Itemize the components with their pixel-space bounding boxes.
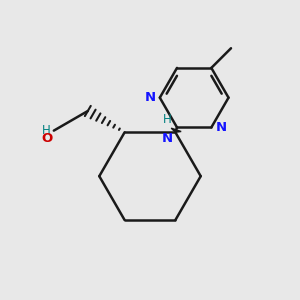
Polygon shape bbox=[171, 128, 181, 132]
Text: H: H bbox=[42, 124, 50, 137]
Text: N: N bbox=[162, 132, 173, 146]
Text: H: H bbox=[163, 113, 171, 126]
Text: N: N bbox=[215, 121, 226, 134]
Text: O: O bbox=[41, 132, 52, 145]
Text: N: N bbox=[145, 91, 156, 104]
